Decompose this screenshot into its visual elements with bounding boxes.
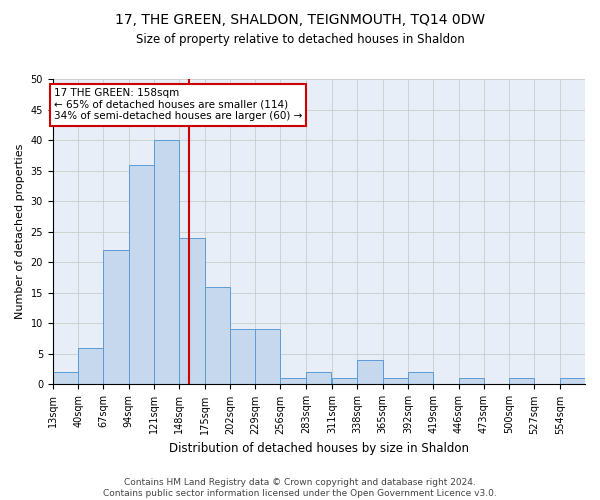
Bar <box>53 372 78 384</box>
Bar <box>78 348 103 385</box>
Bar <box>332 378 358 384</box>
Bar <box>255 330 280 384</box>
Bar <box>560 378 585 384</box>
Y-axis label: Number of detached properties: Number of detached properties <box>15 144 25 320</box>
Bar <box>383 378 408 384</box>
Text: Contains HM Land Registry data © Crown copyright and database right 2024.
Contai: Contains HM Land Registry data © Crown c… <box>103 478 497 498</box>
Bar <box>205 286 230 384</box>
Bar <box>458 378 484 384</box>
Bar <box>306 372 331 384</box>
Text: Size of property relative to detached houses in Shaldon: Size of property relative to detached ho… <box>136 32 464 46</box>
Bar <box>509 378 535 384</box>
Bar <box>179 238 205 384</box>
X-axis label: Distribution of detached houses by size in Shaldon: Distribution of detached houses by size … <box>169 442 469 455</box>
Bar <box>408 372 433 384</box>
Bar <box>154 140 179 384</box>
Bar <box>230 330 255 384</box>
Text: 17 THE GREEN: 158sqm
← 65% of detached houses are smaller (114)
34% of semi-deta: 17 THE GREEN: 158sqm ← 65% of detached h… <box>54 88 302 122</box>
Bar <box>103 250 128 384</box>
Text: 17, THE GREEN, SHALDON, TEIGNMOUTH, TQ14 0DW: 17, THE GREEN, SHALDON, TEIGNMOUTH, TQ14… <box>115 12 485 26</box>
Bar <box>280 378 306 384</box>
Bar <box>358 360 383 384</box>
Bar <box>128 164 154 384</box>
